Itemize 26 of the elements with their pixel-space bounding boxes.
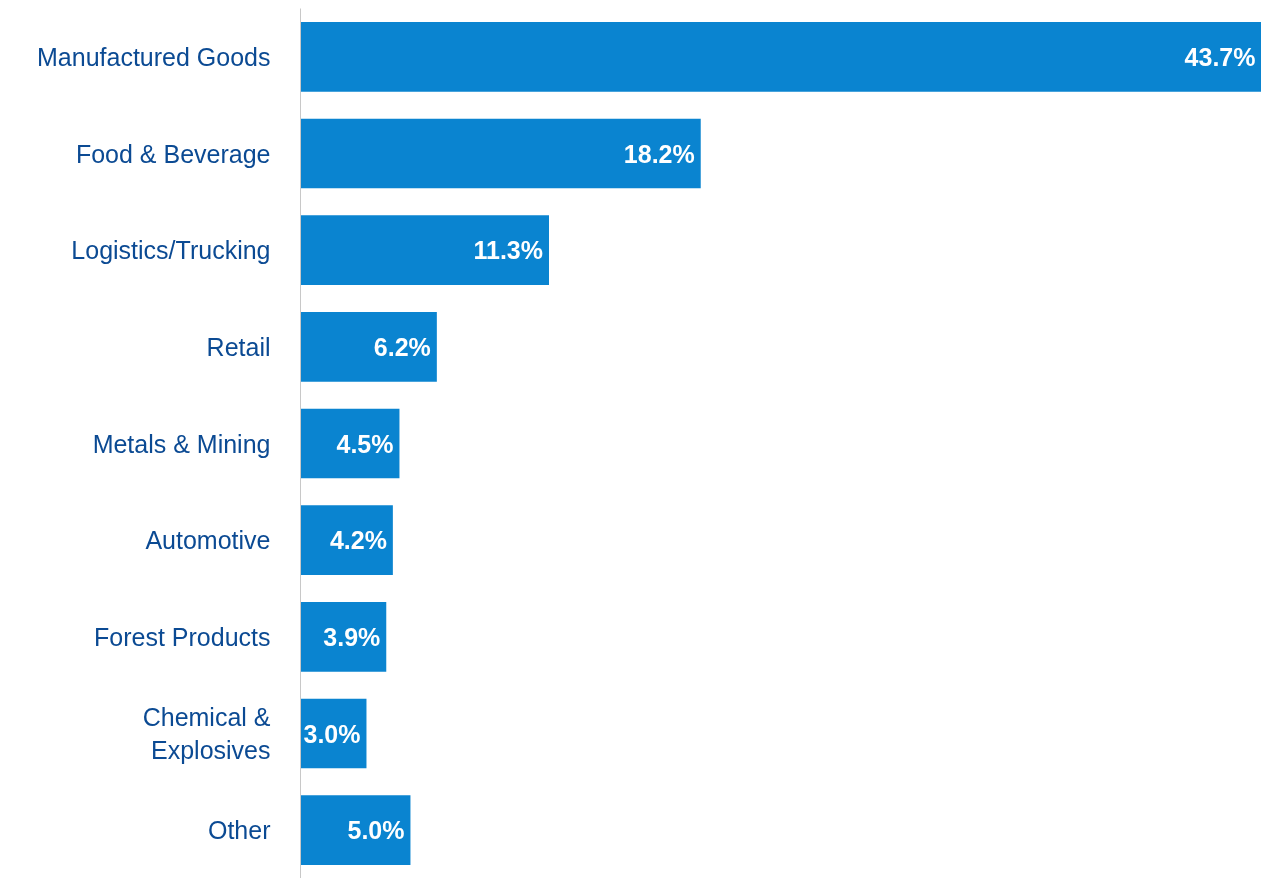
y-tick-label: Retail <box>206 332 271 361</box>
y-tick-label: Metals & Mining <box>92 429 271 458</box>
y-tick-label: Other <box>207 816 271 845</box>
bar <box>300 215 549 285</box>
bar <box>300 505 393 575</box>
y-tick-label: Logistics/Trucking <box>71 236 271 265</box>
y-tick-label: Manufactured Goods <box>37 42 271 71</box>
data-label: 3.0% <box>303 719 361 748</box>
y-tick-label: Food & Beverage <box>75 139 271 168</box>
bar <box>300 118 701 189</box>
bar <box>300 408 400 479</box>
y-tick-label: Automotive <box>145 526 271 555</box>
data-label: 3.9% <box>323 622 381 651</box>
data-label: 43.7% <box>1184 42 1256 71</box>
data-label: 5.0% <box>347 816 405 845</box>
bar <box>300 795 411 865</box>
bar <box>300 312 437 382</box>
data-label: 4.5% <box>336 429 394 458</box>
data-label: 4.2% <box>329 526 387 555</box>
data-label: 18.2% <box>623 139 695 168</box>
y-tick-label: Forest Products <box>94 622 271 651</box>
bar <box>300 602 387 672</box>
y-tick-label: Chemical & Explosives <box>142 702 271 765</box>
bar <box>300 22 1261 92</box>
data-label: 11.3% <box>473 236 544 265</box>
data-label: 6.2% <box>373 332 431 361</box>
